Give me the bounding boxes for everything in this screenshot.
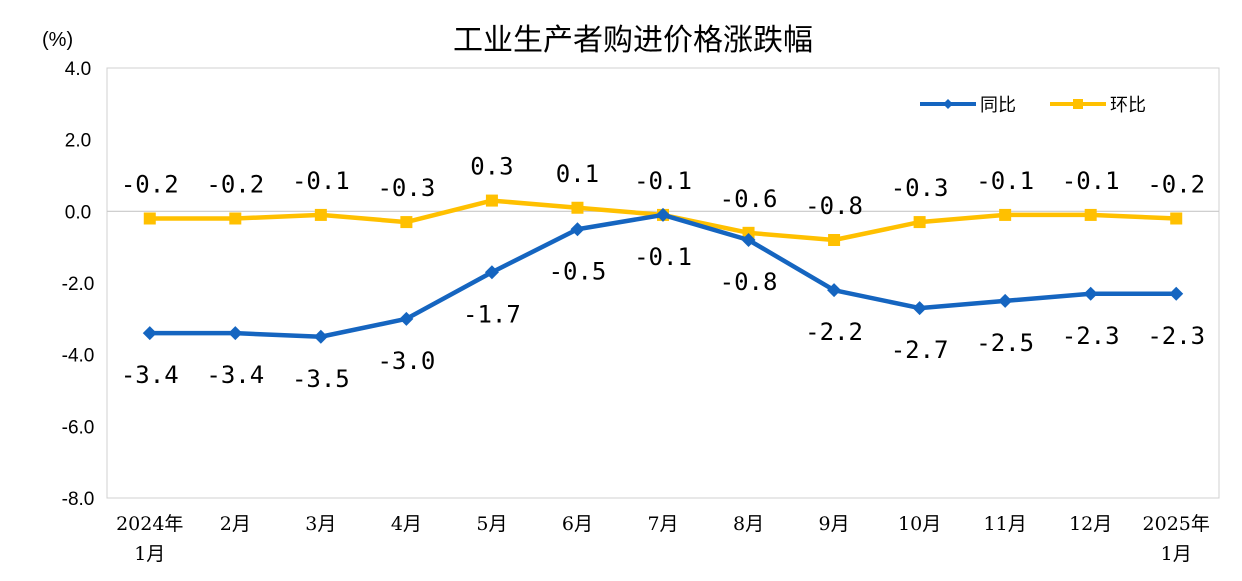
- series-0-point: [228, 326, 243, 341]
- y-tick-label: -6.0: [62, 417, 95, 438]
- series-1-point: [229, 212, 242, 225]
- series-1-point: [143, 212, 156, 225]
- series-1-point: [1084, 208, 1097, 221]
- series-1-point: [828, 234, 841, 246]
- mom-data-label: -0.1: [292, 167, 350, 195]
- yoy-data-label: -2.3: [1147, 322, 1205, 350]
- yoy-data-label: -0.1: [634, 243, 692, 271]
- y-tick-label: 2.0: [65, 131, 91, 152]
- series-0-point: [570, 222, 585, 237]
- x-tick-label: 10月: [898, 513, 941, 535]
- x-tick-label: 3月: [305, 513, 336, 535]
- mom-data-label: -0.1: [634, 167, 692, 195]
- mom-data-label: -0.1: [1062, 167, 1120, 195]
- yoy-data-label: -0.5: [549, 257, 607, 285]
- y-tick-label: -8.0: [62, 489, 95, 510]
- y-tick-label: 0.0: [65, 202, 91, 223]
- series-1-point: [1170, 212, 1183, 225]
- yoy-data-label: -2.7: [891, 336, 949, 364]
- yoy-data-label: -3.5: [292, 365, 350, 393]
- yoy-data-label: -3.4: [121, 361, 179, 389]
- x-tick-label: 1月: [134, 543, 165, 565]
- series-0-point: [313, 329, 328, 344]
- legend: 同比 环比: [920, 95, 1146, 116]
- yoy-data-label: -3.4: [206, 361, 264, 389]
- yoy-data-label: -2.2: [805, 318, 863, 346]
- mom-data-label: -0.8: [805, 192, 863, 220]
- y-tick-label: -2.0: [62, 274, 95, 295]
- mom-data-label: -0.3: [891, 174, 949, 202]
- mom-data-label: 0.1: [556, 160, 599, 188]
- series-0-point: [484, 265, 499, 280]
- x-tick-label: 11月: [984, 513, 1027, 535]
- mom-data-label: -0.2: [1147, 171, 1205, 199]
- series-0-point: [1169, 286, 1184, 301]
- x-tick-label: 6月: [562, 513, 593, 535]
- series-0-point: [998, 293, 1013, 308]
- mom-data-label: -0.2: [121, 171, 179, 199]
- mom-data-label: -0.6: [720, 185, 778, 213]
- mom-data-label: -0.2: [206, 171, 264, 199]
- yoy-data-label: -3.0: [377, 347, 435, 375]
- series-layer: [142, 194, 1184, 344]
- series-1-point: [400, 216, 413, 229]
- series-1-point: [314, 208, 327, 221]
- x-tick-label: 8月: [733, 513, 764, 535]
- series-1-point: [999, 208, 1012, 221]
- series-0-point: [1083, 286, 1098, 301]
- series-0-point: [142, 326, 157, 341]
- yoy-data-label: -0.8: [720, 268, 778, 296]
- legend-marker-1: [1073, 99, 1083, 109]
- series-1-point: [742, 226, 755, 239]
- x-tick-label: 7月: [647, 513, 678, 535]
- yoy-data-label: -2.5: [976, 329, 1034, 357]
- y-axis-ticks: 4.0 2.0 0.0 -2.0 -4.0 -6.0 -8.0: [62, 59, 95, 510]
- x-tick-label: 5月: [476, 513, 507, 535]
- x-tick-label: 9月: [819, 513, 850, 535]
- y-axis-unit-label: (%): [42, 29, 73, 51]
- x-axis-ticks: 2024年 1月 2月 3月 4月 5月 6月 7月 8月 9月 10月 11月 12月 2025年 1月: [116, 513, 1210, 565]
- mom-data-label: 0.3: [470, 153, 513, 181]
- plot-area-border: [106, 67, 1220, 499]
- series-0-point: [912, 301, 927, 316]
- legend-label-1: 环比: [1110, 95, 1146, 116]
- yoy-data-label: -1.7: [463, 300, 521, 328]
- mom-data-label: -0.3: [377, 174, 435, 202]
- series-0-point: [399, 311, 414, 326]
- y-tick-label: 4.0: [65, 59, 91, 80]
- x-tick-label: 1月: [1161, 543, 1192, 565]
- data-labels: -3.4 -3.4 -3.5 -3.0 -1.7 -0.5 -0.1 -0.8 -2.2 -2.7…: [121, 153, 1205, 393]
- x-tick-label: 4月: [391, 513, 422, 535]
- legend-marker-0: [943, 99, 953, 109]
- x-tick-label: 12月: [1069, 513, 1112, 535]
- series-1-point: [571, 201, 584, 214]
- yoy-data-label: -2.3: [1062, 322, 1120, 350]
- x-tick-label: 2024年: [116, 513, 183, 535]
- legend-label-0: 同比: [980, 95, 1016, 116]
- y-tick-label: -4.0: [62, 346, 95, 367]
- series-0-point: [741, 233, 756, 247]
- chart-title: 工业生产者购进价格涨跌幅: [453, 23, 813, 58]
- series-1-point: [913, 216, 926, 229]
- x-tick-label: 2月: [220, 513, 251, 535]
- series-0-point: [827, 283, 842, 298]
- series-0-point: [656, 207, 670, 222]
- x-tick-label: 2025年: [1143, 513, 1210, 535]
- mom-data-label: -0.1: [976, 167, 1034, 195]
- series-1-point: [485, 194, 498, 207]
